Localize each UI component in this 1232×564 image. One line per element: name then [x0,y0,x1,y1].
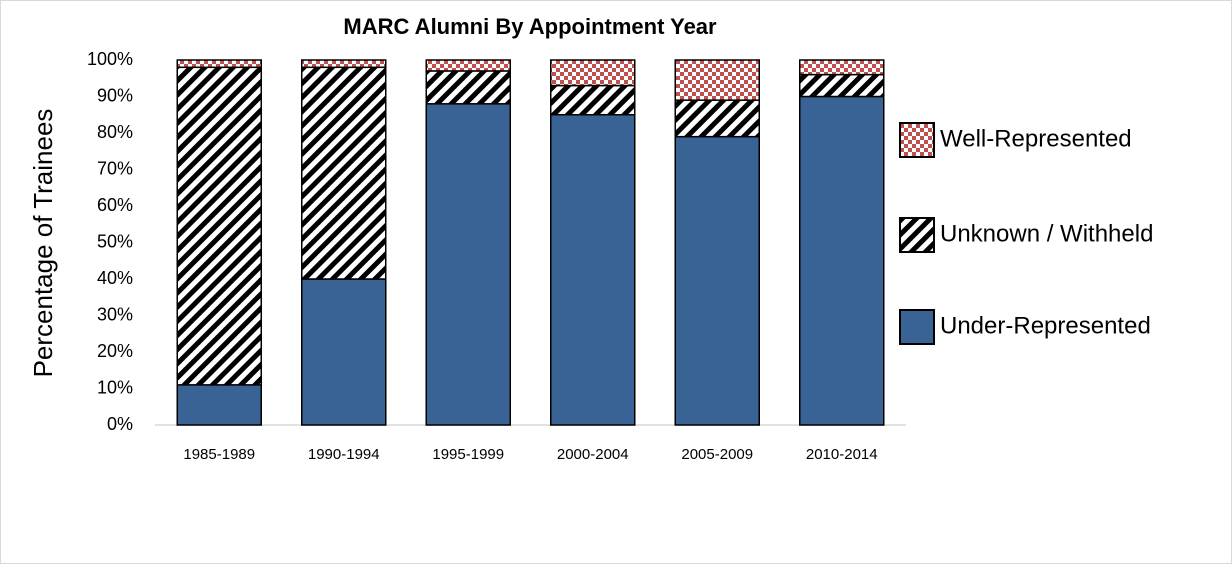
bar-segment [425,59,511,72]
y-tick-label: 40% [97,268,133,288]
x-tick-label: 1995-1999 [432,446,504,463]
bar-segment [550,59,636,87]
chart-title: MARC Alumni By Appointment Year [343,14,717,39]
bar-segment [674,135,760,426]
x-tick-label: 2010-2014 [806,446,878,463]
bar-segment [425,103,511,426]
y-tick-label: 10% [97,377,133,397]
bar-segment [301,59,387,69]
bar-segment [176,384,262,426]
y-tick-label: 60% [97,195,133,215]
x-tick-label: 1985-1989 [183,446,255,463]
legend-label: Under-Represented [940,312,1151,339]
bar-segment [176,59,262,69]
bar-segment [799,59,885,76]
y-tick-label: 90% [97,85,133,105]
y-tick-label: 80% [97,122,133,142]
bar-segment [301,66,387,280]
bar-segment [550,84,636,116]
x-tick-label: 2000-2004 [557,446,629,463]
legend-swatch [899,217,935,253]
legend-label: Unknown / Withheld [940,220,1153,247]
bar-segment [674,59,760,101]
x-tick-label: 1990-1994 [308,446,380,463]
legend-label: Well-Represented [940,125,1132,152]
legend-swatch [899,309,935,345]
bar-segment [301,278,387,426]
bar-segment [799,95,885,426]
y-axis-title: Percentage of Trainees [28,109,58,378]
x-tick-label: 2005-2009 [681,446,753,463]
bar-segment [799,73,885,98]
y-tick-label: 100% [87,49,133,69]
bar-segment [674,99,760,138]
bar-segment [550,114,636,426]
bar-segment [425,70,511,105]
y-tick-label: 50% [97,231,133,251]
legend-swatch [899,122,935,158]
y-tick-label: 30% [97,304,133,324]
y-tick-label: 70% [97,158,133,178]
y-tick-label: 0% [107,414,133,434]
bar-segment [176,66,262,386]
y-tick-label: 20% [97,341,133,361]
